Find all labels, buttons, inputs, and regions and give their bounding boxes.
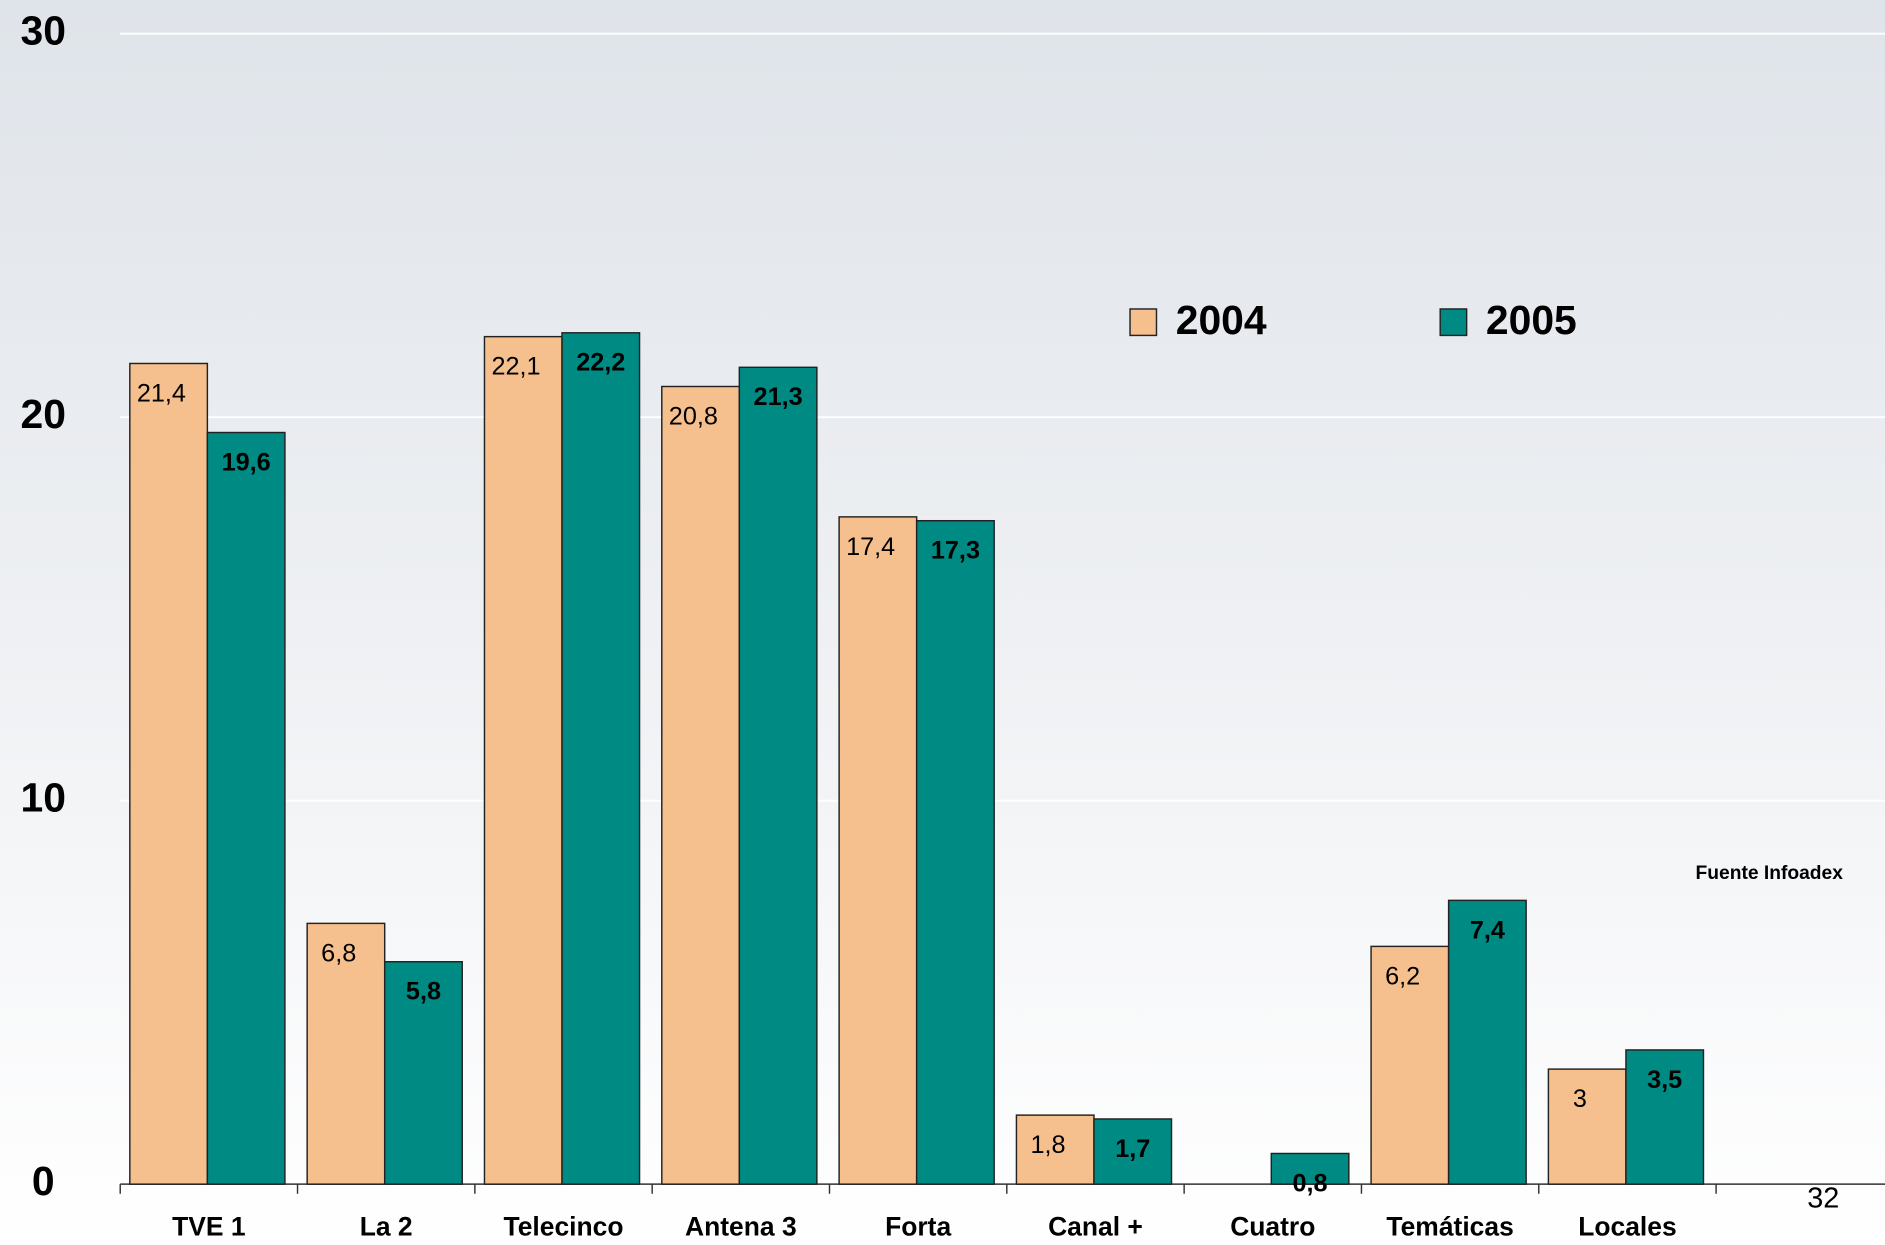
bar [1547,1068,1627,1185]
y-tick-label: 0 [32,1158,55,1204]
page-number: 32 [1807,1182,1839,1214]
bar [129,362,209,1185]
data-label: 6,8 [321,939,356,967]
legend-label: 2004 [1176,297,1267,343]
x-tick-label: Telecinco [504,1212,624,1242]
x-tick-label: Temáticas [1386,1212,1513,1242]
bar [206,431,286,1185]
data-label: 20,8 [669,402,718,430]
data-label: 21,3 [754,383,803,411]
source-note: Fuente Infoadex [1696,863,1844,884]
x-tick-label: Antena 3 [685,1212,797,1242]
bar [1270,1152,1350,1185]
legend-label: 2005 [1486,297,1577,343]
data-label: 6,2 [1385,962,1420,990]
legend-swatch [1439,308,1468,337]
x-tick-label: Cuatro [1230,1212,1315,1242]
data-label: 7,4 [1470,916,1505,944]
bar [838,516,918,1185]
x-tick-label: Forta [885,1212,951,1242]
data-label: 22,1 [491,353,540,381]
data-label: 17,4 [846,533,895,561]
data-label: 3,5 [1647,1066,1682,1094]
y-tick-label: 20 [21,391,66,437]
bar [738,366,818,1185]
x-tick-label: TVE 1 [172,1212,245,1242]
y-tick-label: 30 [21,7,66,53]
data-label: 17,3 [931,537,980,565]
bar [915,519,995,1185]
bar [1370,945,1450,1185]
x-tick-label: Locales [1578,1212,1676,1242]
bar [1015,1114,1095,1185]
bar [1093,1118,1173,1185]
bar [383,961,463,1185]
x-tick-label: Canal + [1048,1212,1143,1242]
y-tick-label: 10 [21,774,66,820]
legend-swatch [1129,308,1158,337]
bar [1447,899,1527,1185]
bar [306,922,386,1185]
x-tick-label: La 2 [360,1212,413,1242]
bar [561,332,641,1185]
bar [1625,1049,1705,1185]
data-label: 5,8 [406,978,441,1006]
data-label: 19,6 [222,448,271,476]
data-label: 1,8 [1030,1131,1065,1159]
data-label: 1,7 [1115,1135,1150,1163]
data-label: 21,4 [137,379,186,407]
bar [661,385,741,1185]
data-label: 0,8 [1293,1169,1328,1197]
data-label: 3 [1573,1085,1587,1113]
data-label: 22,2 [576,349,625,377]
bar [483,335,563,1185]
